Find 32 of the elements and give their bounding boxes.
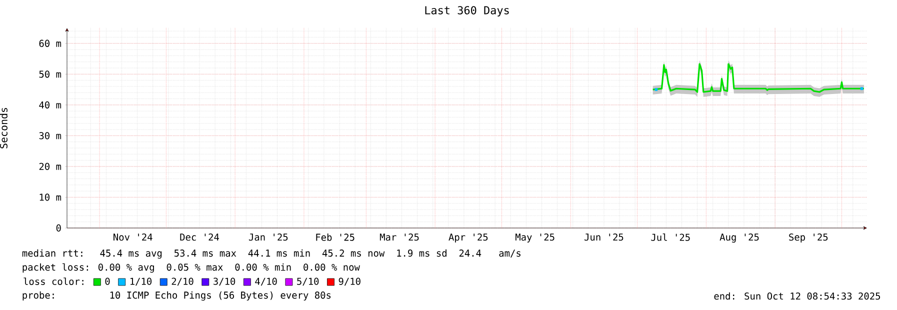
text: packet loss: 0.00 % avg 0.05 % max 0.00 % min 0.00 % now [22, 263, 360, 273]
y-tick-label: 60 m [39, 40, 62, 47]
x-tick-label: Mar '25 [380, 234, 419, 241]
x-tick-label: Aug '25 [720, 234, 759, 243]
legend-label: 1/10 [130, 278, 152, 286]
x-tick-label: Jan '25 [248, 234, 288, 241]
legend-label: 5/10 [297, 278, 319, 286]
x-tick-label: Sep '25 [789, 234, 828, 243]
y-tick-label: 40 m [39, 101, 62, 109]
legend-label: 3/10 [214, 278, 236, 286]
x-tick-label: Apr '25 [448, 234, 488, 243]
y-tick-label: 20 m [39, 162, 62, 170]
legend-title: loss color: [24, 278, 84, 286]
x-tick-label: Nov '24 [114, 234, 152, 241]
x-tick-label: Feb '25 [316, 234, 354, 241]
x-tick-label: Dec '24 [180, 234, 220, 241]
y-tick-label: 50 m [39, 70, 62, 78]
text: end: Sun Oct 12 08:54:33 2025 [714, 292, 880, 300]
x-tick-label: Jul '25 [651, 234, 690, 241]
legend-label: 4/10 [255, 278, 277, 286]
y-tick-label: 0 [56, 224, 61, 232]
y-axis-title: Seconds [0, 108, 8, 148]
chart-title: Last 360 Days [425, 6, 509, 17]
y-tick-label: 10 m [40, 194, 62, 201]
text: probe: 10 ICMP Echo Pings (56 Bytes) every 80s [22, 291, 331, 301]
y-tick-label: 30 m [39, 132, 62, 140]
legend-label: 9/10 [338, 278, 360, 286]
text: median rtt: 45.4 ms avg 53.4 ms max 44.1 ms min 45.2 ms now 1.9 ms sd 24.4 am/s [22, 249, 520, 259]
legend-label: 0 [105, 278, 110, 285]
legend-label: 2/10 [172, 278, 194, 286]
x-tick-label: Jun '25 [584, 234, 624, 241]
x-tick-label: May '25 [516, 234, 554, 243]
